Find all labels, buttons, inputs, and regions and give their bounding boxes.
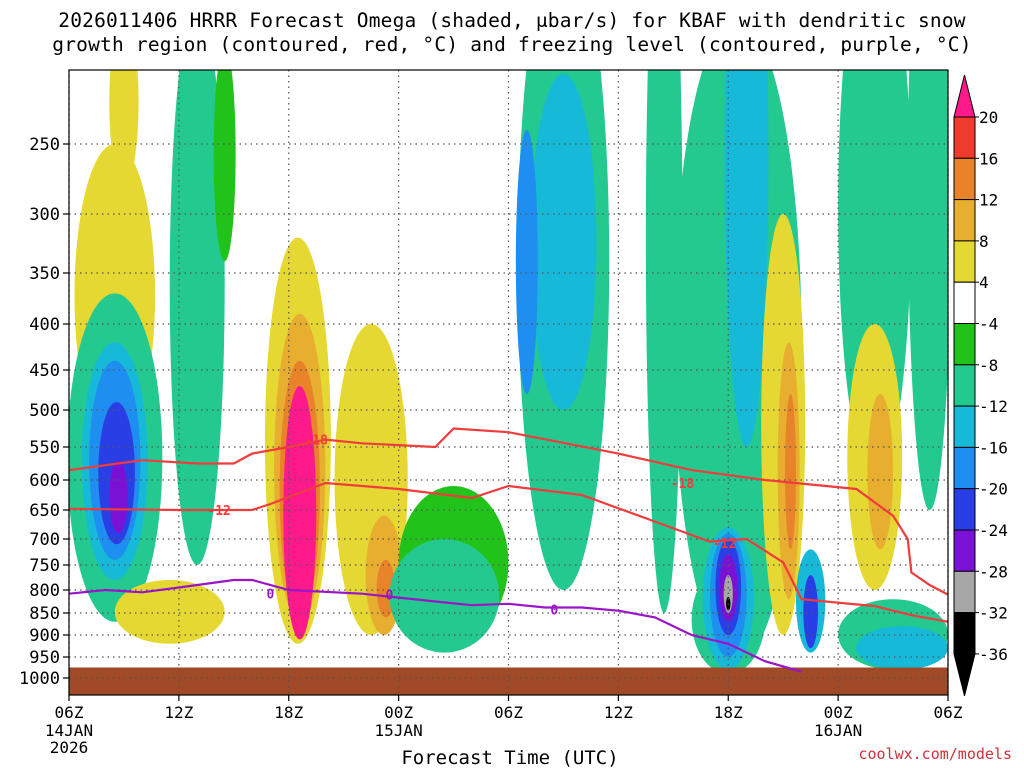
colorbar-bottom-arrow <box>953 653 976 697</box>
colorbar-label: -12 <box>979 397 1008 416</box>
colorbar-segment <box>953 570 976 614</box>
y-tick-label: 700 <box>29 530 60 550</box>
colorbar-segment <box>953 281 976 325</box>
contour-label: 0 <box>267 588 275 603</box>
colorbar-label: -24 <box>979 521 1008 540</box>
y-tick-label: 400 <box>29 315 60 335</box>
colorbar-segment <box>953 157 976 201</box>
y-tick-label: 950 <box>29 648 60 668</box>
y-tick-label: 450 <box>29 361 60 381</box>
omega-region-13 <box>283 386 317 640</box>
omega-region-36 <box>785 394 797 550</box>
omega-shading <box>69 70 948 674</box>
omega-region-9 <box>213 70 236 262</box>
colorbar-segment <box>953 488 976 531</box>
colorbar-label: -4 <box>979 315 998 334</box>
colorbar-label: -36 <box>979 645 1008 664</box>
x-axis-label: Forecast Time (UTC) <box>401 747 618 768</box>
credit-text: coolwx.com/models <box>858 745 1012 763</box>
colorbar-segment <box>953 116 976 159</box>
y-tick-label: 900 <box>29 626 60 646</box>
omega-region-2 <box>169 70 225 565</box>
colorbar-segment <box>953 199 976 242</box>
x-tick-year: 2026 <box>50 738 89 757</box>
chart-title-line-2: growth region (contoured, red, °C) and f… <box>52 33 972 56</box>
omega-region-22 <box>645 70 683 613</box>
y-tick-label: 800 <box>29 581 60 601</box>
contour-label: -12 <box>207 504 230 519</box>
y-tick-label: 750 <box>29 556 60 576</box>
colorbar-segment <box>953 364 976 407</box>
colorbar-top-arrow <box>953 74 976 118</box>
omega-region-20 <box>530 74 597 410</box>
contour-freezing-level <box>69 578 802 673</box>
omega-region-44 <box>856 626 948 670</box>
temperature-contours: -18 -18 -12 -12 0 0 0 <box>69 427 948 673</box>
contour-label: -12 <box>713 537 736 552</box>
colorbar-label: 4 <box>979 273 989 292</box>
colorbar-label: -32 <box>979 604 1008 623</box>
contour-label: 0 <box>386 589 394 604</box>
omega-region-38 <box>803 575 818 649</box>
x-tick-label: 12Z <box>164 703 193 722</box>
y-tick-label: 650 <box>29 501 60 521</box>
omega-colorbar: 20 16 12 8 4 -4 -8 -12 -16 -20 -24 -28 -32 -36 <box>953 74 1008 697</box>
colorbar-segment <box>953 323 976 366</box>
colorbar-label: 8 <box>979 232 989 251</box>
omega-region-41 <box>867 394 894 550</box>
contour-label: 0 <box>550 603 558 618</box>
colorbar-label: -16 <box>979 438 1008 457</box>
colorbar-label: 12 <box>979 191 998 210</box>
y-tick-label: 550 <box>29 438 60 458</box>
grid-lines <box>68 70 949 695</box>
x-tick-label: 06Z <box>494 703 523 722</box>
x-tick-label: 12Z <box>604 703 633 722</box>
contour-label: -18 <box>304 434 328 449</box>
colorbar-segment <box>953 240 976 283</box>
colorbar-segment <box>953 529 976 572</box>
x-tick-date: 15JAN <box>375 721 423 740</box>
y-tick-label: 500 <box>29 401 60 421</box>
x-tick-date: 16JAN <box>814 721 862 740</box>
y-tick-label: 600 <box>29 471 60 491</box>
y-tick-label: 350 <box>29 264 60 284</box>
omega-region-7 <box>114 580 225 644</box>
omega-region-21 <box>515 130 538 394</box>
y-tick-label: 250 <box>29 135 60 155</box>
chart-title-line-1: 2026011406 HRRR Forecast Omega (shaded, … <box>58 9 966 32</box>
y-tick-label: 1000 <box>19 669 60 689</box>
contour-dgz-top <box>69 427 948 596</box>
colorbar-label: -20 <box>979 480 1008 499</box>
colorbar-segment <box>953 405 976 448</box>
colorbar-label: -8 <box>979 356 998 375</box>
y-tick-label: 300 <box>29 205 60 225</box>
colorbar-segment <box>953 446 976 490</box>
colorbar-segment <box>953 612 976 655</box>
contour-label: -18 <box>671 477 695 492</box>
colorbar-label: -28 <box>979 562 1008 581</box>
contour-dgz-bottom <box>69 481 948 623</box>
x-tick-date: 14JAN <box>45 721 93 740</box>
omega-region-33 <box>724 70 769 447</box>
omega-region-6 <box>109 460 128 534</box>
colorbar-label: 20 <box>979 108 998 127</box>
omega-region-42 <box>907 70 948 510</box>
y-tick-label: 850 <box>29 604 60 624</box>
x-tick-label: 06Z <box>934 703 963 722</box>
omega-region-18 <box>389 539 500 653</box>
omega-region-8 <box>109 70 139 186</box>
x-tick-label: 00Z <box>384 703 413 722</box>
x-tick-label: 18Z <box>714 703 743 722</box>
colorbar-label: 16 <box>979 149 998 168</box>
x-tick-label: 18Z <box>274 703 303 722</box>
pressure-axis: 2503003504004505005506006507007508008509… <box>19 135 69 689</box>
x-tick-label: 00Z <box>824 703 853 722</box>
x-tick-label: 06Z <box>55 703 84 722</box>
